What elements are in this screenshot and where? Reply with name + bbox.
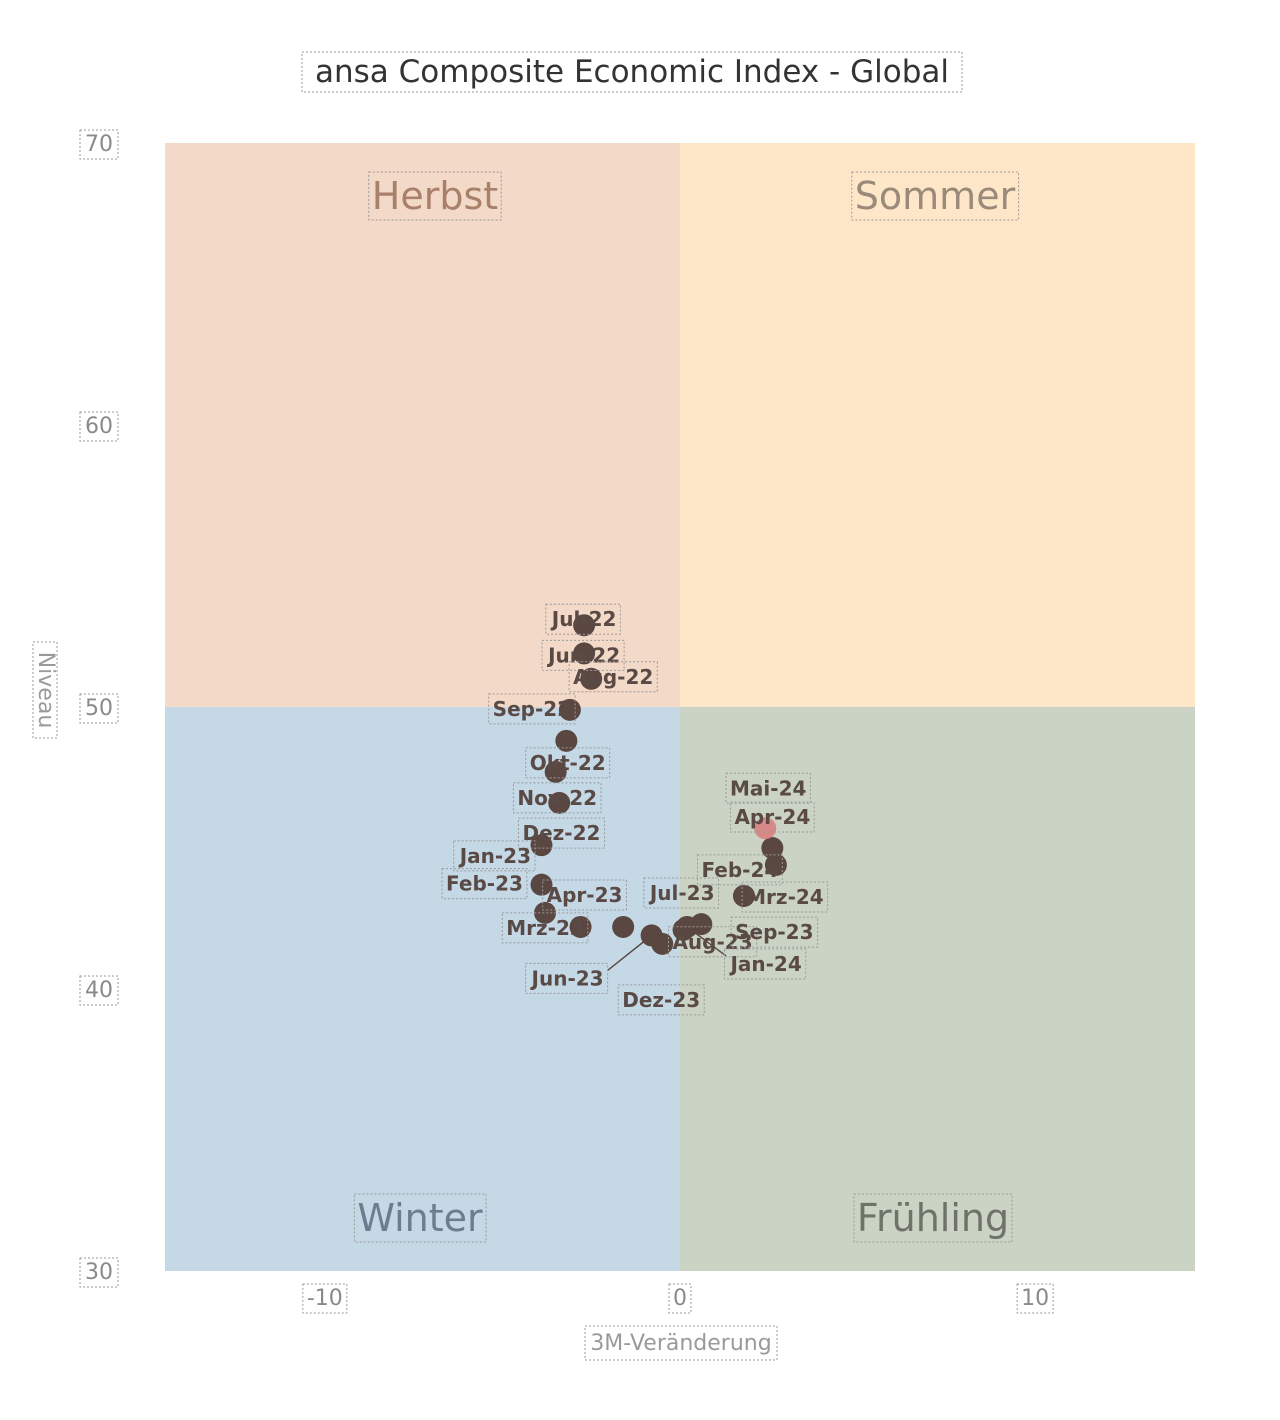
point-label-jun-23: Jun-23 <box>530 966 604 990</box>
data-point-jul-23 <box>612 915 635 938</box>
data-point-nov-22 <box>548 791 571 814</box>
point-label-jan-23: Jan-23 <box>458 844 531 868</box>
point-label-jul-22: Jul-22 <box>550 607 617 631</box>
point-label-aug-22: Aug-22 <box>573 665 653 689</box>
chart-title: ansa Composite Economic Index - Global <box>315 54 949 90</box>
point-label-jun-22: Jun-22 <box>546 643 620 667</box>
point-label-sep-23: Sep-23 <box>735 920 813 944</box>
quadrant-fr-hling <box>680 707 1195 1271</box>
quadrant-winter <box>165 707 680 1271</box>
point-label-box <box>729 801 815 833</box>
data-point-mrz-24 <box>732 884 755 907</box>
point-label-box <box>542 879 627 911</box>
point-label-apr-24: Apr-24 <box>734 805 810 829</box>
data-point-dez-23 <box>651 932 674 955</box>
y-tick-box <box>79 1257 119 1288</box>
point-label-box <box>568 661 658 693</box>
y-tick-box <box>79 693 119 724</box>
point-label-dez-23: Dez-23 <box>622 988 700 1012</box>
y-axis-ticks: 30 40 50 60 70 <box>79 129 119 1288</box>
season-label-fr-hling: Frühling <box>857 1196 1009 1240</box>
season-label-box <box>368 171 502 221</box>
data-point-jul-22 <box>573 614 596 637</box>
point-label-box <box>488 693 576 725</box>
point-label-box <box>441 868 528 900</box>
chart-title-box <box>301 51 963 93</box>
y-tick-label: 40 <box>85 978 113 1003</box>
point-label-feb-24: Feb-24 <box>701 858 778 882</box>
season-label-winter: Winter <box>357 1196 483 1240</box>
x-tick-label: 0 <box>673 1286 687 1311</box>
point-label-box <box>541 639 625 671</box>
point-label-box <box>643 877 720 909</box>
point-label-box <box>545 603 621 635</box>
point-label-dez-22: Dez-22 <box>523 821 601 845</box>
quadrant-herbst <box>165 143 680 707</box>
x-axis-ticks: -10 0 10 <box>302 1283 1054 1314</box>
x-axis-title: 3M-Veränderung <box>590 1331 771 1356</box>
x-tick-box <box>1016 1283 1054 1314</box>
x-tick-box <box>668 1283 692 1314</box>
season-label-herbst: Herbst <box>372 174 498 218</box>
data-point-apr-24 <box>761 837 784 859</box>
point-label-box <box>730 916 819 948</box>
data-point-mrz-23 <box>534 901 557 924</box>
point-label-box <box>723 948 807 980</box>
y-tick-label: 70 <box>85 132 113 157</box>
point-label-box <box>525 962 609 994</box>
point-label-mrz-24: Mrz-24 <box>746 885 824 909</box>
point-label-box <box>617 984 705 1016</box>
point-label-box <box>453 840 536 872</box>
y-tick-box <box>79 975 119 1006</box>
y-tick-box <box>79 129 119 160</box>
point-label-mai-24: Mai-24 <box>730 776 806 800</box>
data-point-jan-23 <box>555 729 578 752</box>
quadrant-backgrounds <box>165 143 1195 1271</box>
y-tick-label: 60 <box>85 414 113 439</box>
data-point-jun-22 <box>573 642 596 665</box>
data-point-mai-24 <box>754 817 777 840</box>
point-label-box <box>512 782 602 814</box>
point-label-sep-22: Sep-22 <box>493 697 571 721</box>
data-point-jan-24 <box>676 915 699 938</box>
point-label-jan-24: Jan-24 <box>728 952 801 976</box>
data-point-dez-22 <box>530 834 553 857</box>
y-axis-title: Niveau <box>33 652 58 729</box>
data-point-feb-24 <box>764 853 787 876</box>
point-label-nov-22: Nov-22 <box>517 786 597 810</box>
point-label-box <box>525 747 611 779</box>
x-tick-box <box>302 1283 348 1314</box>
quadrant-sommer <box>680 143 1195 707</box>
point-label-box <box>725 772 811 804</box>
season-label-box <box>853 1193 1013 1243</box>
point-label-box <box>741 881 829 913</box>
point-label-feb-23: Feb-23 <box>446 872 523 896</box>
y-axis-title-box <box>32 641 58 739</box>
point-label-mrz-23: Mrz-23 <box>506 916 584 940</box>
season-label-sommer: Sommer <box>855 174 1016 218</box>
season-labels: Herbst Sommer Winter Frühling <box>353 171 1020 1243</box>
data-point-aug-22 <box>580 667 603 690</box>
data-point-feb-23 <box>530 873 553 896</box>
point-label-aug-23: Aug-23 <box>672 930 752 954</box>
season-label-box <box>851 171 1020 221</box>
data-point-apr-23 <box>569 915 592 938</box>
y-tick-box <box>79 411 119 442</box>
x-axis-title-box <box>584 1325 778 1361</box>
x-tick-label: -10 <box>307 1286 343 1311</box>
y-tick-label: 30 <box>85 1260 113 1285</box>
x-tick-label: 10 <box>1021 1286 1049 1311</box>
point-label-box <box>501 912 589 944</box>
season-label-box <box>353 1193 487 1243</box>
point-label-apr-23: Apr-23 <box>547 883 623 907</box>
point-label-box <box>696 854 783 886</box>
point-label-box <box>518 817 605 849</box>
point-label-okt-22: Okt-22 <box>530 751 606 775</box>
point-label-box <box>667 926 758 958</box>
y-tick-label: 50 <box>85 696 113 721</box>
